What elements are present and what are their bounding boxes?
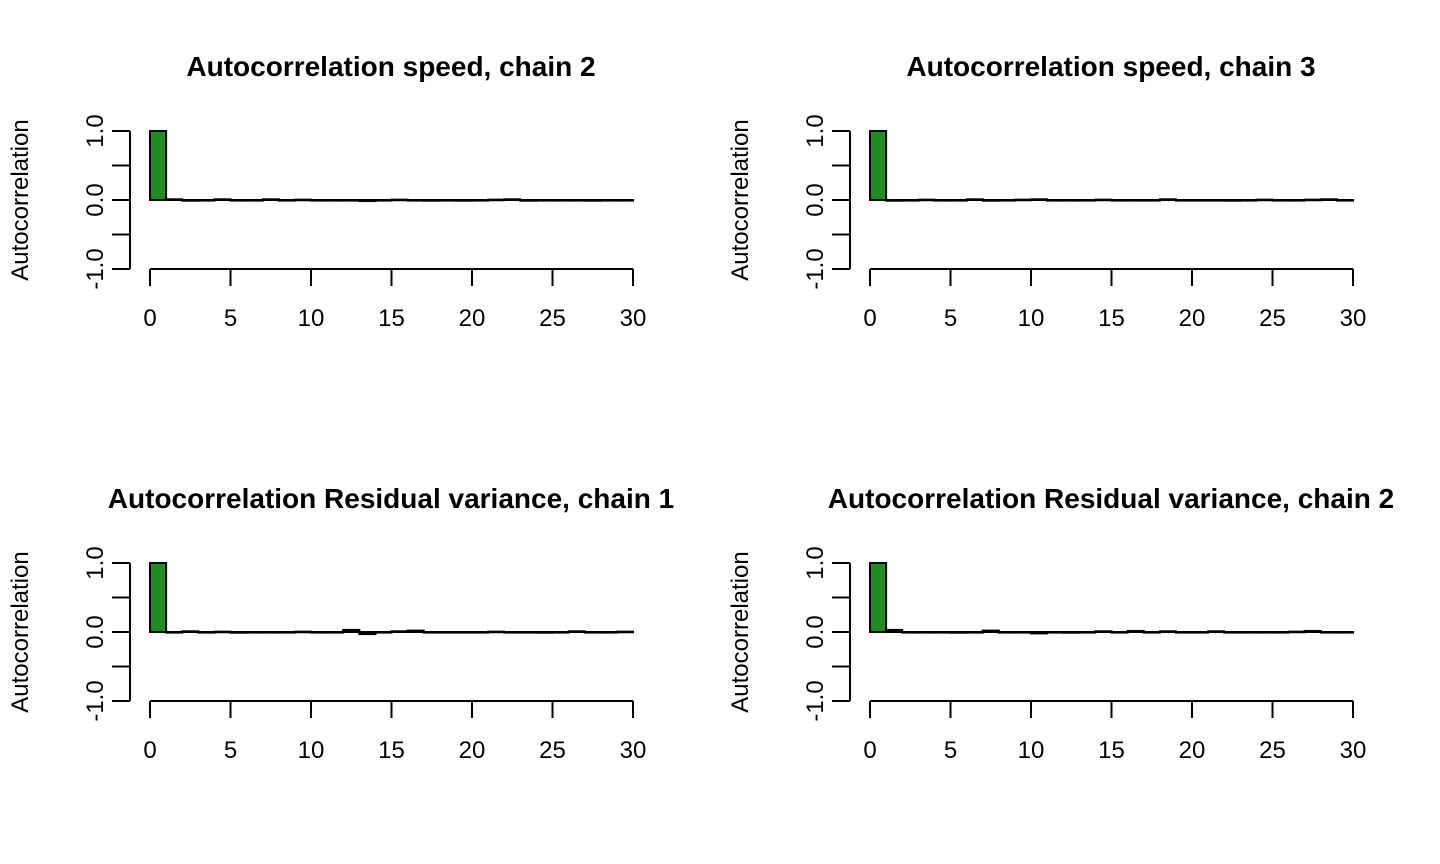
chart-title: Autocorrelation Residual variance, chain… xyxy=(108,483,674,514)
y-tick-label: 0.0 xyxy=(82,615,109,648)
y-tick-label: -1.0 xyxy=(82,248,109,289)
y-tick-label: 1.0 xyxy=(82,114,109,147)
x-tick-label: 20 xyxy=(1179,737,1206,764)
x-tick-label: 10 xyxy=(1018,737,1045,764)
x-tick-label: 30 xyxy=(1340,737,1367,764)
x-tick-label: 20 xyxy=(459,305,486,332)
x-tick-label: 5 xyxy=(224,737,237,764)
x-tick-label: 15 xyxy=(378,737,405,764)
x-tick-label: 30 xyxy=(620,737,647,764)
y-axis-label: Autocorrelation xyxy=(7,551,34,712)
y-tick-label: -1.0 xyxy=(82,680,109,721)
acf-bar xyxy=(149,562,168,633)
chart-title: Autocorrelation Residual variance, chain… xyxy=(828,483,1394,514)
x-tick-label: 25 xyxy=(1259,305,1286,332)
y-tick-label: 0.0 xyxy=(82,183,109,216)
x-tick-label: 25 xyxy=(1259,737,1286,764)
x-tick-label: 10 xyxy=(298,305,325,332)
x-tick-label: 0 xyxy=(863,737,876,764)
x-tick-label: 15 xyxy=(378,305,405,332)
x-tick-label: 0 xyxy=(143,305,156,332)
x-tick-label: 5 xyxy=(224,305,237,332)
x-tick-label: 20 xyxy=(459,737,486,764)
x-tick-label: 25 xyxy=(539,737,566,764)
x-tick-label: 5 xyxy=(944,737,957,764)
y-tick-label: -1.0 xyxy=(802,680,829,721)
x-tick-label: 10 xyxy=(298,737,325,764)
x-tick-label: 0 xyxy=(143,737,156,764)
acf-bar xyxy=(869,130,888,201)
x-tick-label: 25 xyxy=(539,305,566,332)
chart-panel-2: Autocorrelation speed, chain 3 Autocorre… xyxy=(727,51,1366,332)
x-tick-label: 0 xyxy=(863,305,876,332)
y-tick-label: 1.0 xyxy=(802,114,829,147)
x-tick-label: 15 xyxy=(1098,305,1125,332)
x-tick-label: 10 xyxy=(1018,305,1045,332)
x-tick-label: 30 xyxy=(1340,305,1367,332)
acf-bar xyxy=(869,562,888,633)
x-tick-label: 20 xyxy=(1179,305,1206,332)
chart-panel-4: Autocorrelation Residual variance, chain… xyxy=(727,483,1394,764)
y-tick-label: -1.0 xyxy=(802,248,829,289)
y-axis-label: Autocorrelation xyxy=(727,551,754,712)
x-tick-label: 5 xyxy=(944,305,957,332)
y-tick-label: 1.0 xyxy=(802,546,829,579)
y-tick-label: 0.0 xyxy=(802,183,829,216)
x-tick-label: 30 xyxy=(620,305,647,332)
chart-title: Autocorrelation speed, chain 3 xyxy=(906,51,1315,82)
chart-panel-1: Autocorrelation speed, chain 2 Autocorre… xyxy=(7,51,646,332)
y-axis-label: Autocorrelation xyxy=(727,119,754,280)
acf-bar xyxy=(149,130,168,201)
x-tick-label: 15 xyxy=(1098,737,1125,764)
y-tick-label: 1.0 xyxy=(82,546,109,579)
chart-panel-3: Autocorrelation Residual variance, chain… xyxy=(7,483,674,764)
chart-title: Autocorrelation speed, chain 2 xyxy=(186,51,595,82)
y-axis-label: Autocorrelation xyxy=(7,119,34,280)
y-tick-label: 0.0 xyxy=(802,615,829,648)
